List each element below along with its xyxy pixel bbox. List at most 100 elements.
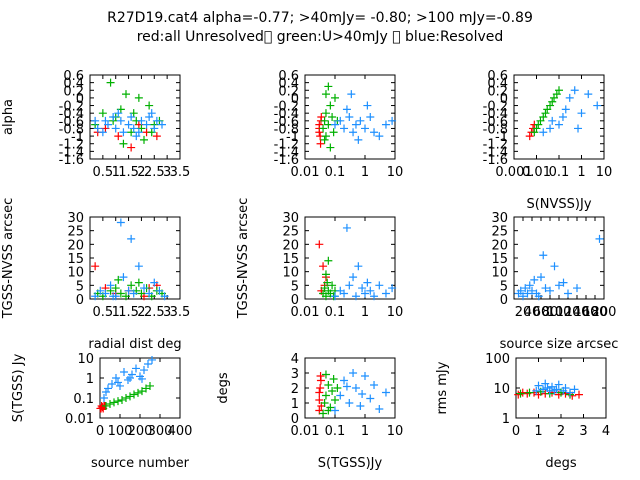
y-tick-label: 10 <box>67 266 84 281</box>
y-tick-label: 0 <box>291 293 299 308</box>
data-point <box>324 82 333 91</box>
x-tick-label: 2 <box>557 424 565 439</box>
data-point <box>323 278 332 287</box>
data-point <box>126 392 134 401</box>
x-tick-label: 60 <box>533 305 550 320</box>
x-tick-label: 0.1 <box>325 424 346 439</box>
data-point <box>127 113 136 121</box>
data-point <box>119 128 128 137</box>
data-point <box>566 388 574 397</box>
x-tick-label: 1 <box>361 165 369 180</box>
data-point <box>331 120 339 129</box>
data-point <box>358 284 367 293</box>
data-point <box>134 262 143 271</box>
data-point <box>342 382 351 391</box>
data-point <box>116 218 125 227</box>
data-point <box>317 113 326 121</box>
data-point <box>106 281 115 290</box>
data-point <box>534 381 543 390</box>
data-point <box>561 384 570 392</box>
data-point <box>315 396 324 404</box>
x-axis-label: radial dist deg <box>88 337 181 352</box>
data-point <box>345 281 354 290</box>
x-tick-label: 2 <box>137 165 145 180</box>
data-point <box>111 124 120 133</box>
data-point <box>550 386 559 395</box>
data-point <box>548 116 557 125</box>
data-point <box>326 143 335 152</box>
y-tick-label: 0.6 <box>63 69 84 84</box>
y-tick-label: 2 <box>291 382 299 397</box>
x-tick-label: 0.1 <box>325 165 346 180</box>
data-point <box>342 223 351 232</box>
data-point <box>351 292 360 301</box>
y-tick-label: 3 <box>291 367 299 382</box>
data-point <box>388 284 397 293</box>
y-tick-label: 25 <box>67 225 84 240</box>
data-point <box>116 116 125 125</box>
data-point <box>98 109 107 118</box>
data-point <box>356 402 365 410</box>
y-tick-label: 5 <box>291 279 299 294</box>
data-point <box>145 289 154 298</box>
data-point <box>122 394 130 402</box>
y-tick-label: 30 <box>282 211 299 226</box>
y-tick-label: -0.2 <box>274 100 299 115</box>
x-tick-label: 1.5 <box>118 305 139 320</box>
y-axis-label: rms mJy <box>435 361 450 414</box>
data-point <box>340 289 349 298</box>
y-tick-label: 100 <box>485 352 510 367</box>
data-point <box>321 132 330 141</box>
data-point <box>315 240 324 249</box>
y-tick-label: 0.4 <box>278 77 299 92</box>
x-tick-label: 80 <box>542 305 559 320</box>
data-point <box>114 132 123 141</box>
y-tick-label: 0.2 <box>63 84 84 99</box>
data-point <box>155 286 164 295</box>
x-tick-label: 2.5 <box>144 165 165 180</box>
data-point <box>319 409 328 418</box>
data-point <box>584 90 593 99</box>
y-tick-label: -1.6 <box>274 153 299 168</box>
data-point <box>102 387 110 396</box>
data-point <box>152 132 161 141</box>
data-point <box>316 139 325 148</box>
x-tick-label: 0.01 <box>291 305 320 320</box>
data-point <box>546 286 554 295</box>
data-point <box>132 364 140 373</box>
x-tick-label: 100 <box>108 424 133 439</box>
y-tick-label: 0.6 <box>278 69 299 84</box>
x-tick-label: 100 <box>547 305 572 320</box>
data-point <box>98 128 107 137</box>
data-point <box>110 398 118 407</box>
y-tick-label: -0.8 <box>483 122 508 137</box>
data-point <box>96 286 105 295</box>
data-point <box>127 143 136 152</box>
y-tick-label: 0 <box>291 412 299 427</box>
x-tick-label: 0 <box>512 424 520 439</box>
data-point <box>320 399 329 407</box>
panel-alpha-vs-radial-dist: 0.511.522.533.5 -1.6-1.4-1.2-1-0.8-0.6-0.… <box>1 69 190 180</box>
data-point <box>124 120 133 129</box>
data-point <box>128 370 136 379</box>
data-point <box>109 113 118 121</box>
data-point <box>525 388 534 397</box>
data-point <box>363 278 372 287</box>
x-tick-label: 0.01 <box>522 165 551 180</box>
data-point <box>328 387 337 395</box>
data-point <box>537 273 545 282</box>
data-point <box>354 262 363 271</box>
data-point <box>521 284 530 293</box>
data-point <box>324 381 333 389</box>
y-tick-label: -1.6 <box>483 153 508 168</box>
data-point <box>558 113 567 121</box>
x-tick-label: 1 <box>534 424 542 439</box>
data-point <box>381 289 390 298</box>
data-point <box>363 101 372 110</box>
data-point <box>144 360 152 369</box>
data-point <box>328 113 337 121</box>
data-point <box>319 262 328 271</box>
